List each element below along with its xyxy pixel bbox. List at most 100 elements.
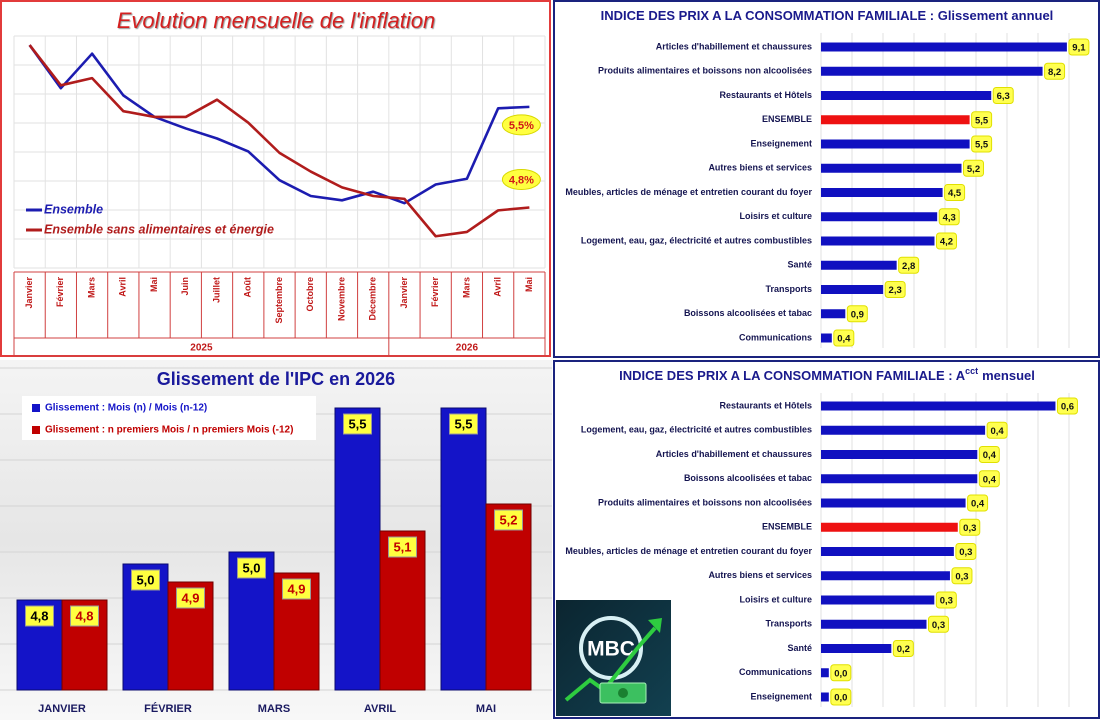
value-label-bg (892, 640, 914, 657)
bar (821, 522, 958, 532)
x-tick-label: Mars (86, 277, 96, 298)
value-label: 5,2 (499, 512, 517, 527)
value-label-bg (978, 470, 1000, 488)
value-label: 5,2 (967, 164, 980, 175)
value-label: 5,5 (454, 416, 472, 431)
value-label: 0,3 (963, 523, 976, 534)
value-label-bg (978, 446, 1000, 463)
value-label-bg (959, 518, 981, 536)
x-tick-label: MARS (258, 703, 290, 715)
bar (821, 450, 978, 459)
bar (821, 571, 950, 581)
y-tick-label: Transports (765, 619, 812, 629)
chart-title: INDICE DES PRIX A LA CONSOMMATION FAMILI… (619, 366, 1035, 383)
bar (821, 619, 927, 629)
bar (821, 139, 970, 149)
value-label-bg (935, 232, 957, 250)
logo-ring (579, 616, 643, 680)
title-suffix: mensuel (982, 368, 1035, 383)
y-tick-label: Autres biens et services (708, 570, 812, 580)
bar (821, 547, 954, 556)
value-label-bg (951, 567, 973, 585)
value-label-bg (1068, 38, 1090, 56)
legend-label: Glissement : Mois (n) / Mois (n-12) (45, 403, 207, 414)
bar (821, 309, 846, 319)
y-tick-label: Boissons alcoolisées et tabac (684, 308, 812, 318)
value-label: 0,3 (932, 620, 945, 631)
logo-text: MBC (587, 638, 635, 661)
y-tick-label: Loisirs et culture (739, 594, 812, 604)
value-label: 4,8 (30, 608, 48, 623)
value-label-bg (971, 111, 993, 129)
value-label: 4,3 (943, 212, 956, 223)
value-label: 0,9 (851, 309, 864, 320)
x-tick-label: Septembre (274, 277, 284, 324)
value-label-bg (25, 605, 54, 627)
value-label-bg (343, 413, 372, 435)
y-tick-label: Autres biens et services (708, 163, 812, 173)
value-label: 4,2 (940, 237, 953, 248)
bar (821, 401, 1056, 411)
year-label: 2026 (456, 343, 479, 354)
value-label: 6,3 (997, 91, 1010, 102)
y-tick-label: Communications (739, 667, 812, 677)
value-label: 5,5 (975, 115, 989, 126)
bar (821, 644, 892, 653)
value-label-bg (830, 688, 852, 706)
y-tick-label: Santé (787, 643, 812, 653)
value-label-bg (963, 159, 985, 177)
legend-label: Ensemble sans alimentaires et énergie (44, 222, 274, 236)
x-tick-label: Novembre (336, 277, 346, 321)
value-label-bg (501, 114, 541, 136)
bar (821, 285, 884, 294)
value-label: 4,8 (75, 608, 93, 623)
y-tick-label: Logement, eau, gaz, électricité et autre… (581, 235, 812, 245)
year-label: 2025 (190, 343, 213, 354)
value-label: 0,3 (955, 571, 968, 582)
bar (334, 407, 381, 691)
value-label-bg (898, 256, 920, 274)
y-tick-label: Articles d'habillement et chaussures (656, 449, 812, 459)
legend-label: Glissement : n premiers Mois / n premier… (45, 425, 293, 436)
y-tick-label: Enseignement (750, 138, 812, 148)
value-label: 4,5 (948, 188, 962, 199)
y-tick-label: Articles d'habillement et chaussures (656, 41, 812, 51)
bar (821, 595, 935, 605)
value-label-bg (131, 569, 160, 591)
value-label: 4,9 (287, 581, 305, 596)
value-label-bg (992, 87, 1014, 104)
value-label-bg (846, 305, 868, 323)
x-tick-label: Août (243, 277, 253, 298)
y-tick-label: Produits alimentaires et boissons non al… (598, 66, 812, 76)
value-label-bg (449, 413, 478, 435)
panel-line (0, 0, 551, 357)
bar (821, 212, 938, 222)
value-label: 0,0 (834, 693, 847, 704)
x-tick-label: Janvier (399, 277, 409, 309)
value-label-bg (955, 543, 977, 560)
y-tick-label: Restaurants et Hôtels (719, 90, 812, 100)
chart-title: Glissement de l'IPC en 2026 (157, 369, 395, 389)
legend-swatch (32, 404, 40, 412)
x-tick-label: Février (55, 277, 65, 308)
x-tick-label: MAI (476, 703, 496, 715)
bar (821, 498, 966, 508)
value-label: 4,8% (509, 174, 534, 186)
x-tick-label: FÉVRIER (144, 702, 192, 715)
x-tick-label: Juillet (211, 277, 221, 303)
bar (821, 66, 1043, 76)
bar (821, 692, 829, 702)
bar (821, 163, 962, 173)
value-label: 4,9 (181, 590, 199, 605)
value-label-bg (884, 281, 906, 298)
value-label: 0,4 (971, 499, 985, 510)
bar (821, 333, 832, 343)
y-tick-label: ENSEMBLE (762, 522, 812, 532)
value-label-bg (70, 605, 99, 627)
value-label: 5,1 (393, 539, 411, 554)
value-label: 0,6 (1061, 402, 1074, 413)
value-label: 5,0 (136, 572, 154, 587)
x-tick-label: Juin (180, 277, 190, 296)
x-tick-label: Mars (461, 277, 471, 298)
